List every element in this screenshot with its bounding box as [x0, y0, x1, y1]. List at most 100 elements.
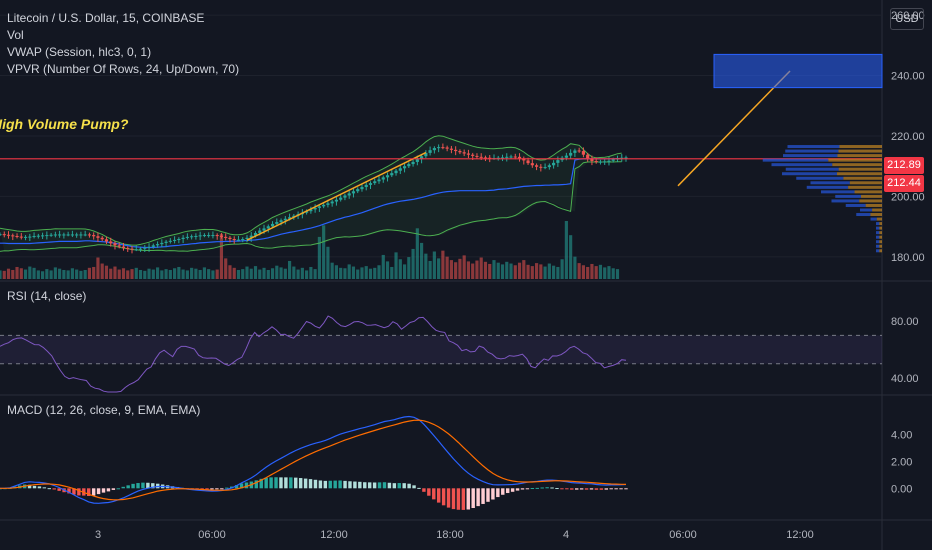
- candle-body: [134, 249, 138, 251]
- price-pane[interactable]: [0, 53, 883, 279]
- indicator-vwap[interactable]: VWAP (Session, hlc3, 0, 1): [7, 45, 152, 59]
- volume-bar: [466, 261, 471, 279]
- vpvr-up-bar: [810, 181, 850, 185]
- price-tick-label: 260.00: [891, 10, 925, 22]
- currency-button[interactable]: USD: [890, 8, 924, 30]
- candle-body: [420, 156, 424, 160]
- macd-histogram-bar: [407, 483, 411, 489]
- volume-bar: [185, 270, 189, 279]
- candle-body: [458, 151, 462, 153]
- volume-bar: [479, 257, 483, 279]
- rsi-title[interactable]: RSI (14, close): [7, 289, 87, 303]
- candle-body: [87, 234, 92, 236]
- volume-bar: [92, 266, 96, 279]
- price-tick-label: 200.00: [891, 191, 925, 203]
- volume-bar: [143, 270, 147, 279]
- candle-body: [471, 154, 475, 156]
- vpvr-up-bar: [876, 226, 880, 230]
- volume-bar: [58, 268, 62, 279]
- macd-histogram-bar: [422, 488, 426, 492]
- volume-bar: [121, 268, 126, 279]
- volume-bar: [168, 269, 172, 279]
- candle-body: [547, 165, 551, 168]
- volume-bar: [296, 269, 300, 279]
- candle-body: [241, 239, 245, 241]
- volume-bar: [164, 269, 168, 279]
- candle-body: [177, 239, 181, 241]
- volume-bar: [547, 263, 551, 279]
- macd-histogram-bar: [525, 488, 530, 490]
- macd-histogram-bar: [441, 488, 446, 506]
- candle-body: [2, 234, 6, 236]
- volume-bar: [402, 264, 407, 279]
- candle-body: [164, 241, 168, 243]
- macd-histogram-bar: [294, 477, 298, 489]
- volume-bar: [339, 267, 343, 279]
- macd-tick-label: 2.00: [891, 456, 912, 468]
- macd-histogram-bar: [42, 487, 47, 489]
- candle-body: [0, 234, 2, 236]
- macd-histogram-bar: [101, 488, 106, 493]
- volume-bar: [356, 269, 360, 279]
- macd-histogram-bar: [111, 488, 116, 490]
- volume-bar: [62, 269, 66, 279]
- volume-bar: [390, 266, 394, 279]
- candle-body: [594, 161, 598, 163]
- candle-body: [577, 150, 581, 152]
- volume-bar: [219, 233, 224, 279]
- vpvr-histogram: [762, 145, 882, 253]
- volume-bar: [513, 265, 517, 279]
- candle-body: [475, 155, 479, 157]
- macd-histogram-bar: [491, 488, 495, 500]
- volume-bar: [522, 260, 526, 279]
- volume-bar: [202, 267, 206, 279]
- volume-bar: [488, 263, 492, 279]
- volume-bar: [505, 261, 509, 279]
- macd-histogram-bar: [446, 488, 451, 508]
- time-axis[interactable]: 3 06:00 12:00 18:00 4 06:00 12:00: [95, 529, 814, 541]
- indicator-vpvr[interactable]: VPVR (Number Of Rows, 24, Up/Down, 70): [7, 62, 240, 76]
- vwap-upper-band: [0, 135, 622, 246]
- macd-histogram-bar: [91, 488, 96, 496]
- volume-bar: [126, 270, 130, 279]
- candle-body: [573, 150, 577, 153]
- volume-bar: [266, 269, 270, 279]
- symbol-legend[interactable]: Litecoin / U.S. Dollar, 15, COINBASE Vol…: [7, 10, 239, 78]
- macd-histogram-bar: [402, 483, 406, 489]
- candle-body: [330, 201, 334, 204]
- vpvr-up-bar: [785, 149, 839, 153]
- candle-body: [449, 148, 453, 150]
- volume-bar: [462, 255, 466, 279]
- candle-body: [79, 234, 83, 236]
- volume-bar: [607, 266, 611, 279]
- volume-bar: [151, 269, 155, 279]
- volume-bar: [275, 265, 279, 279]
- indicator-vol[interactable]: Vol: [7, 28, 24, 42]
- macd-title[interactable]: MACD (12, 26, close, 9, EMA, EMA): [7, 403, 201, 417]
- macd-histogram-bar: [136, 483, 140, 489]
- vpvr-up-bar: [876, 222, 880, 226]
- candle-body: [194, 235, 198, 237]
- macd-histogram-bar: [382, 482, 387, 489]
- macd-histogram-bar: [303, 478, 308, 489]
- volume-bar: [109, 268, 113, 279]
- candle-body: [432, 148, 436, 151]
- vpvr-up-bar: [831, 199, 860, 203]
- candle-body: [552, 162, 556, 166]
- macd-histogram-bar: [570, 488, 574, 490]
- candle-body: [415, 159, 419, 162]
- candle-body: [23, 236, 28, 238]
- volume-bar: [287, 260, 292, 279]
- price-tick-label: 240.00: [891, 71, 925, 83]
- volume-bar: [75, 269, 79, 279]
- macd-pane[interactable]: [0, 415, 628, 510]
- vpvr-down-bar: [876, 217, 882, 221]
- rsi-pane[interactable]: [0, 315, 882, 393]
- candle-body: [564, 155, 568, 158]
- price-axis[interactable]: 260.00 240.00 220.00 200.00 180.00 80.00 40.00…: [891, 10, 925, 495]
- volume-bar: [500, 264, 505, 279]
- macd-histogram-bar: [486, 488, 490, 502]
- candle-body: [96, 236, 100, 238]
- volume-bar: [398, 259, 402, 279]
